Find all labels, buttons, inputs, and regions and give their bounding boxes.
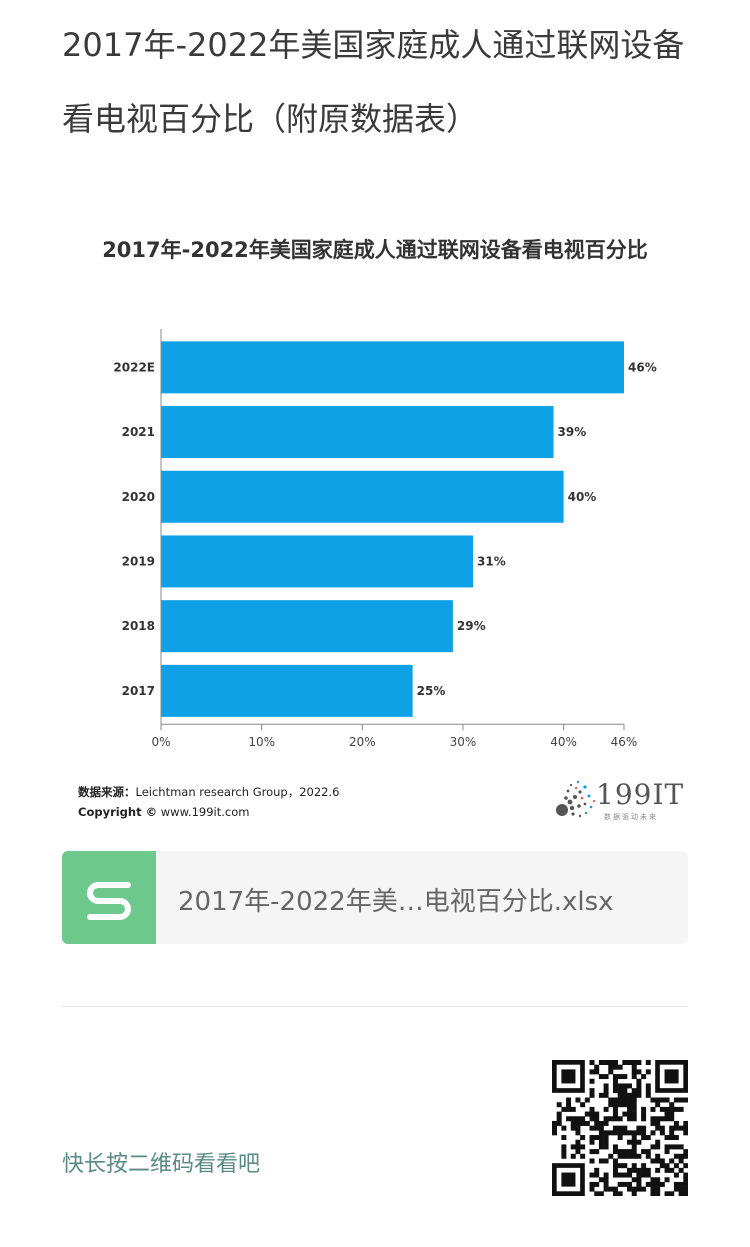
x-tick-label: 10% <box>248 735 275 749</box>
bar <box>161 470 564 523</box>
bar-value-label: 40% <box>568 490 597 504</box>
copyright-text: www.199it.com <box>160 805 250 819</box>
bar-value-label: 31% <box>477 554 506 568</box>
qr-code-icon[interactable] <box>552 1060 689 1197</box>
qr-hint-text: 快长按二维码看看吧 <box>62 1152 261 1177</box>
source-text: Leichtman research Group，2022.6 <box>135 785 340 799</box>
x-tick-label: 40% <box>550 735 577 749</box>
bar <box>161 664 413 717</box>
bar <box>161 600 453 653</box>
article-title: 2017年-2022年美国家庭成人通过联网设备看电视百分比（附原数据表） <box>62 26 685 138</box>
x-tick-label: 20% <box>349 735 376 749</box>
x-tick-label: 0% <box>151 735 170 749</box>
bar-value-label: 46% <box>628 360 657 374</box>
bar-value-label: 25% <box>417 684 446 698</box>
source-label: 数据来源： <box>78 785 136 799</box>
dot-burst-icon <box>556 780 596 818</box>
logo-tagline: 数据驱动未来 <box>604 813 658 821</box>
bar-value-label: 29% <box>457 619 486 633</box>
bar <box>161 406 554 459</box>
copyright-label: Copyright © <box>78 805 158 819</box>
attachment-file-name: 2017年-2022年美…电视百分比.xlsx <box>178 887 614 917</box>
bar-value-label: 39% <box>558 425 587 439</box>
category-label: 2022E <box>113 360 155 374</box>
logo-text: 199IT <box>596 778 685 811</box>
category-label: 2018 <box>122 619 155 633</box>
x-tick-label: 30% <box>450 735 477 749</box>
bar-chart: 46% 2022E 39% 2021 40% 2020 31% 2019 29% 2018 25% 2… <box>113 329 657 749</box>
brand-logo: 199IT 数据驱动未来 <box>552 776 685 826</box>
divider <box>62 1006 688 1007</box>
chart-title: 2017年-2022年美国家庭成人通过联网设备看电视百分比 <box>102 238 648 262</box>
source-block: 数据来源：Leichtman research Group，2022.6 Cop… <box>78 782 339 822</box>
category-label: 2021 <box>122 425 155 439</box>
bar <box>161 535 474 588</box>
chart-card: 2017年-2022年美国家庭成人通过联网设备看电视百分比 46% 2022E 39… <box>62 210 688 830</box>
category-label: 2019 <box>122 554 155 568</box>
bar <box>161 341 624 394</box>
attachment-card[interactable]: 2017年-2022年美…电视百分比.xlsx <box>62 851 688 944</box>
category-label: 2020 <box>122 490 155 504</box>
category-label: 2017 <box>122 684 155 698</box>
x-tick-label: 46% <box>611 735 638 749</box>
spreadsheet-s-icon <box>62 851 156 944</box>
